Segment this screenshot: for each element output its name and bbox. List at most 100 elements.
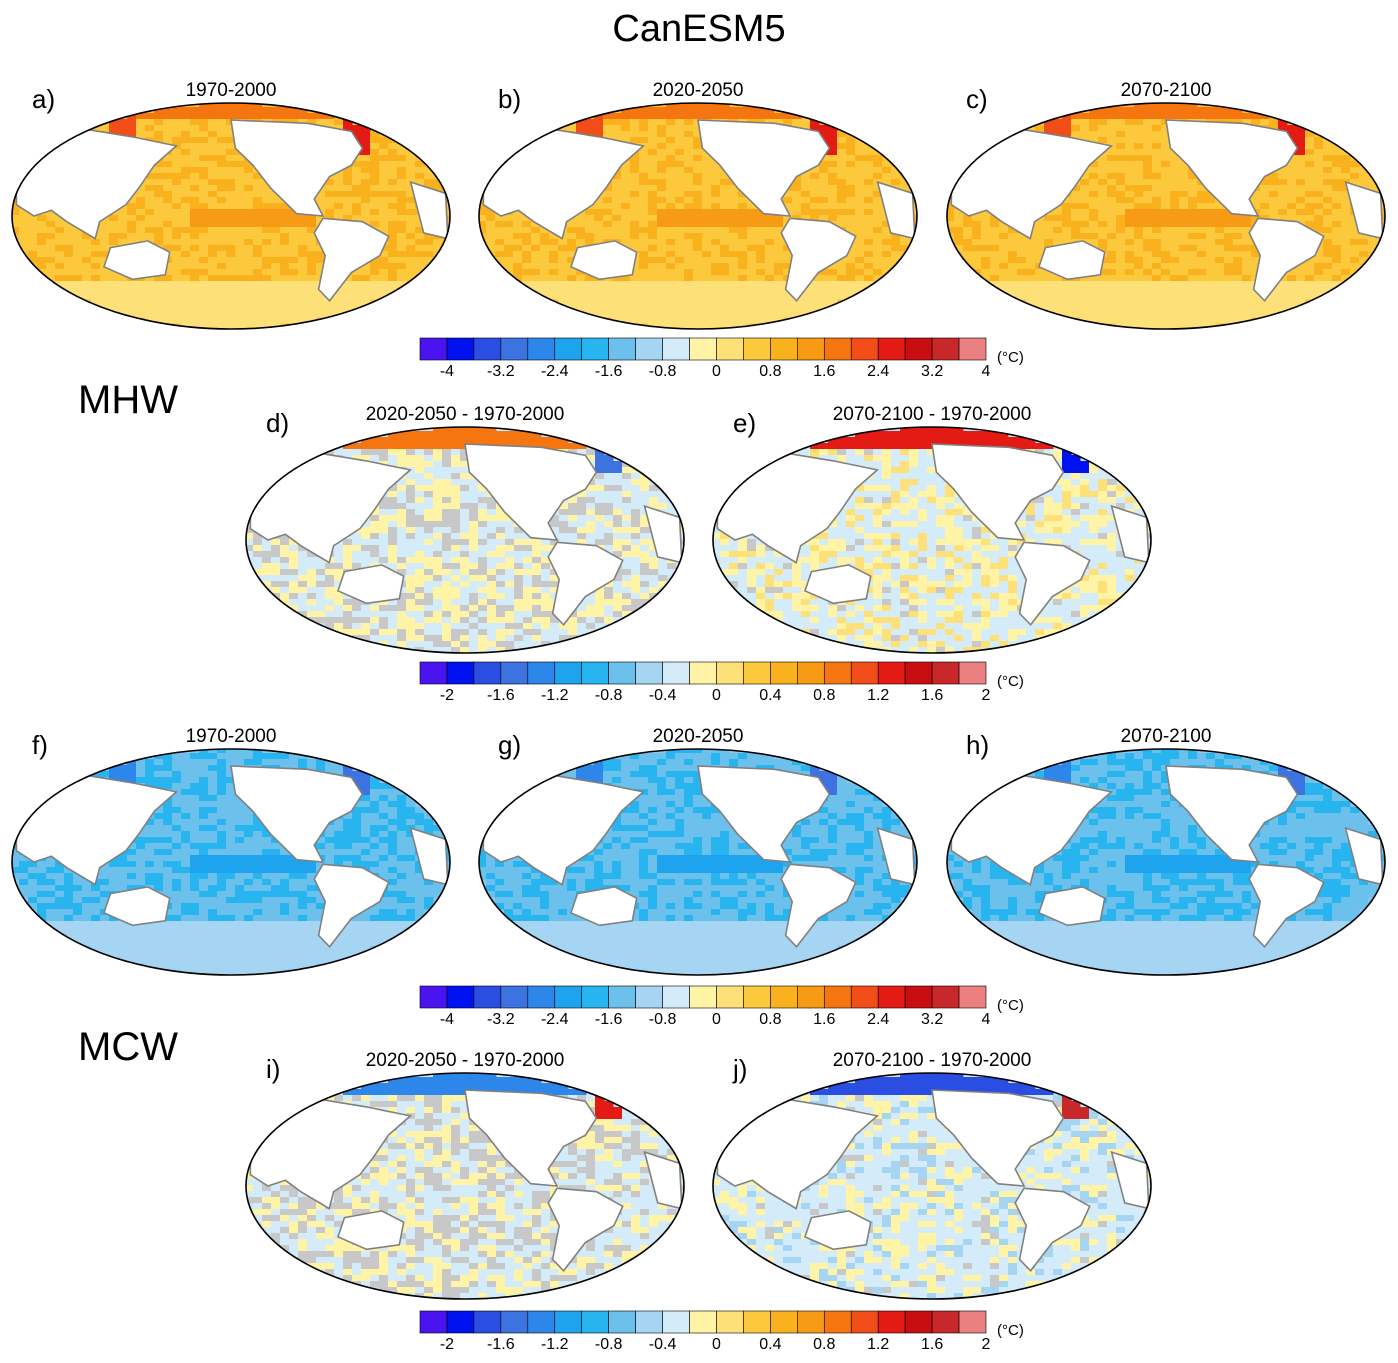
field-cell <box>235 257 245 264</box>
field-cell <box>415 497 425 504</box>
field-cell <box>1125 245 1135 252</box>
field-cell <box>1269 305 1279 312</box>
field-cell <box>1116 215 1126 222</box>
field-cell <box>1179 209 1189 216</box>
field-cell <box>190 287 200 294</box>
field-cell <box>163 179 173 186</box>
field-cell <box>1035 287 1045 294</box>
field-cell <box>630 203 640 210</box>
field-cell <box>1323 257 1333 264</box>
field-cell <box>621 113 631 120</box>
field-cell <box>1071 221 1081 228</box>
field-cell <box>666 209 676 216</box>
field-cell <box>947 221 955 228</box>
field-cell <box>693 203 703 210</box>
field-cell <box>415 467 425 474</box>
field-cell <box>613 461 623 468</box>
continent-namerica <box>1165 119 1299 217</box>
field-cell <box>109 125 119 132</box>
field-cell <box>666 131 676 138</box>
field-cell <box>1368 179 1378 186</box>
field-cell <box>1215 311 1225 318</box>
field-cell <box>693 257 703 264</box>
field-cell <box>639 209 649 216</box>
field-cell <box>1098 245 1108 252</box>
field-cell <box>513 209 523 216</box>
field-cell <box>1044 221 1054 228</box>
field-cell <box>1332 245 1342 252</box>
field-cell <box>639 281 649 288</box>
field-cell <box>720 251 730 258</box>
field-cell <box>208 209 218 216</box>
field-cell <box>621 125 631 132</box>
field-cell <box>370 287 380 294</box>
field-cell <box>1026 251 1036 258</box>
field-cell <box>271 239 281 246</box>
field-cell <box>1089 215 1099 222</box>
field-cell <box>388 155 398 162</box>
section-label-mhw: MHW <box>78 378 178 422</box>
colorbar-tick-label: 2.4 <box>867 1011 890 1028</box>
field-cell <box>684 161 694 168</box>
field-cell <box>1314 179 1324 186</box>
field-cell <box>181 131 191 138</box>
field-cell <box>1332 269 1342 276</box>
field-cell <box>604 497 614 504</box>
field-cell <box>1071 233 1081 240</box>
field-cell <box>513 275 523 282</box>
field-cell <box>756 209 766 216</box>
field-cell <box>873 263 883 270</box>
field-cell <box>1161 221 1171 228</box>
field-cell <box>1278 287 1288 294</box>
field-cell <box>891 173 901 180</box>
field-cell <box>172 269 182 276</box>
field-cell <box>640 497 650 504</box>
field-cell <box>711 245 721 252</box>
field-cell <box>1053 209 1063 216</box>
field-cell <box>612 287 622 294</box>
field-cell <box>154 161 164 168</box>
field-cell <box>963 245 973 252</box>
field-cell <box>1053 305 1063 312</box>
field-cell <box>100 245 110 252</box>
field-cell <box>1188 317 1198 324</box>
field-cell <box>1287 269 1297 276</box>
field-cell <box>603 311 613 318</box>
field-cell <box>531 263 541 270</box>
field-cell <box>208 119 218 126</box>
field-cell <box>136 125 146 132</box>
field-cell <box>127 119 137 126</box>
field-cell <box>1098 137 1108 144</box>
field-cell <box>711 269 721 276</box>
field-cell <box>1179 107 1189 114</box>
field-cell <box>1332 215 1342 222</box>
field-cell <box>693 263 703 270</box>
field-cell <box>1314 185 1324 192</box>
field-cell <box>720 185 730 192</box>
field-cell <box>109 119 119 126</box>
field-cell <box>900 239 910 246</box>
field-cell <box>388 179 398 186</box>
field-cell <box>262 287 272 294</box>
field-cell <box>675 143 685 150</box>
field-cell <box>855 251 865 258</box>
field-cell <box>1341 191 1351 198</box>
field-cell <box>684 167 694 174</box>
field-cell <box>720 113 730 120</box>
field-cell <box>1332 251 1342 258</box>
field-cell <box>711 323 721 329</box>
field-cell <box>639 173 649 180</box>
field-cell <box>711 233 721 240</box>
field-cell <box>693 215 703 222</box>
field-cell <box>397 209 407 216</box>
field-cell <box>1233 221 1243 228</box>
field-cell <box>352 449 362 456</box>
field-cell <box>262 263 272 270</box>
field-cell <box>1170 209 1180 216</box>
field-cell <box>1233 293 1243 300</box>
field-cell <box>1242 113 1252 120</box>
field-cell <box>864 149 874 156</box>
field-cell <box>864 173 874 180</box>
field-cell <box>460 449 470 456</box>
field-cell <box>1197 203 1207 210</box>
